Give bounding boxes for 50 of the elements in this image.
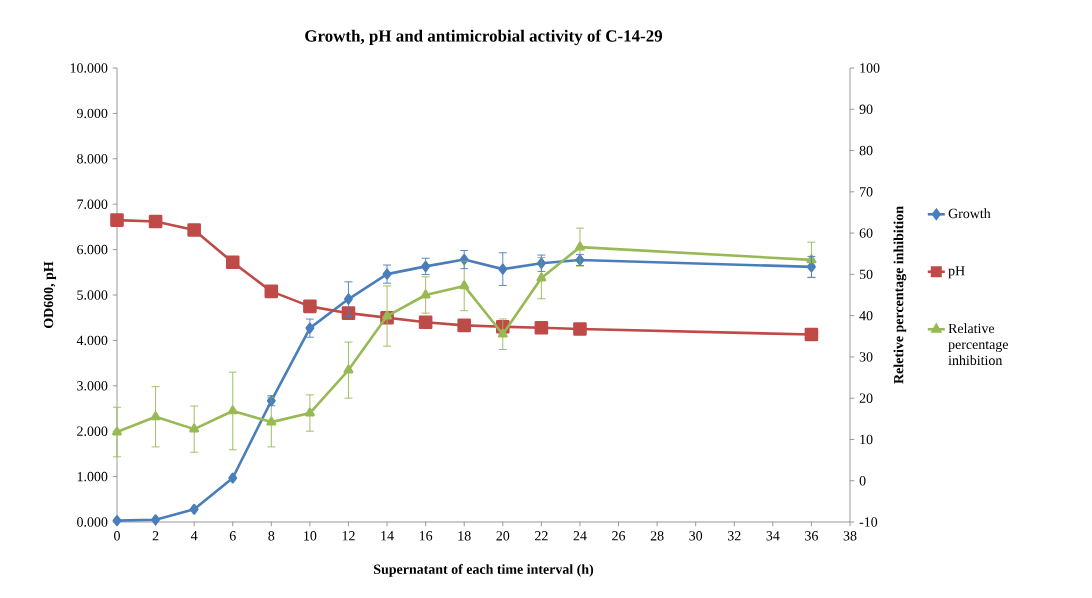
- x-tick-label: 2: [152, 531, 159, 541]
- y2-tick-label: 90: [859, 104, 873, 114]
- y2-tick-label: 10: [860, 434, 873, 445]
- y2-tick-label: 30: [859, 352, 873, 362]
- y2-tick-label: 40: [859, 310, 873, 321]
- y-tick-label: 4.000: [76, 335, 108, 346]
- x-tick-label: 10: [304, 531, 317, 541]
- y-tick-label: 2.000: [77, 426, 108, 436]
- x-tick-label: 20: [496, 531, 510, 541]
- y-tick-label: 0.000: [77, 517, 108, 527]
- y2-tick-label: 80: [859, 145, 873, 156]
- legend-label: Relative percentage inhibition: [948, 323, 1009, 366]
- x-tick-label: 38: [843, 531, 857, 541]
- y2-axis-title: Reletive percentage inhibition: [893, 206, 907, 384]
- y-tick-label: 10.000: [70, 63, 108, 73]
- x-tick-label: 18: [458, 531, 471, 541]
- y-tick-label: 8.000: [77, 154, 108, 164]
- y-tick-label: 9.000: [76, 108, 108, 119]
- x-tick-label: 4: [190, 531, 198, 541]
- x-tick-label: 6: [229, 531, 236, 541]
- x-tick-label: 8: [268, 531, 275, 541]
- y2-tick-label: 100: [860, 63, 880, 73]
- y2-tick-label: 60: [859, 228, 873, 238]
- y-tick-label: 1.000: [77, 471, 108, 482]
- x-tick-label: 26: [612, 531, 626, 541]
- y2-tick-label: 0: [859, 476, 866, 486]
- x-tick-label: 34: [766, 531, 780, 541]
- x-tick-label: 0: [114, 531, 120, 541]
- y2-tick-label: 20: [859, 393, 873, 403]
- x-tick-label: 12: [342, 531, 355, 541]
- y2-tick-label: 70: [860, 187, 873, 197]
- legend-label: pH: [948, 266, 965, 279]
- y-tick-label: 3.000: [77, 381, 108, 391]
- y-axis-title: OD600, pH: [43, 261, 57, 329]
- x-axis-title: Supernatant of each time interval (h): [374, 564, 594, 577]
- x-tick-label: 16: [419, 531, 433, 541]
- chart-title: Growth, pH and antimicrobial activity of C-14-29: [305, 29, 663, 46]
- legend-label: Growth: [948, 208, 991, 219]
- x-tick-label: 32: [727, 531, 741, 541]
- y-tick-label: 7.000: [77, 199, 108, 209]
- y-tick-label: 6.000: [77, 244, 108, 255]
- y-tick-label: 5.000: [77, 290, 108, 300]
- x-tick-label: 14: [381, 531, 394, 541]
- y2-tick-label: -10: [859, 517, 878, 527]
- x-tick-label: 36: [805, 531, 818, 541]
- x-tick-label: 24: [573, 531, 587, 541]
- x-tick-label: 22: [535, 531, 548, 541]
- x-tick-label: 30: [689, 531, 703, 541]
- y2-tick-label: 50: [859, 269, 873, 280]
- x-tick-label: 28: [650, 531, 664, 541]
